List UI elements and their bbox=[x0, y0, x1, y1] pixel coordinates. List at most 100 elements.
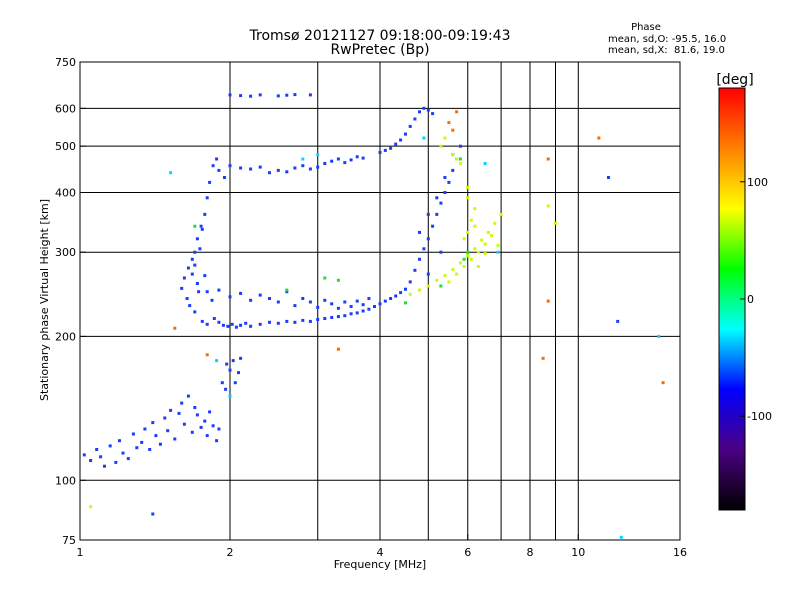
x-tick-label: 10 bbox=[571, 546, 585, 559]
data-point bbox=[336, 347, 340, 351]
data-point bbox=[258, 293, 262, 297]
data-point bbox=[426, 272, 430, 276]
data-point bbox=[426, 237, 430, 241]
data-point bbox=[239, 166, 243, 170]
data-point bbox=[285, 170, 289, 174]
data-point bbox=[316, 305, 320, 309]
data-point bbox=[431, 112, 435, 116]
data-point bbox=[293, 304, 297, 308]
data-point bbox=[443, 136, 447, 140]
data-point bbox=[447, 180, 451, 184]
y-tick-label: 750 bbox=[55, 56, 76, 69]
data-point bbox=[483, 242, 487, 246]
data-point bbox=[193, 263, 197, 267]
data-point bbox=[239, 356, 243, 360]
data-point bbox=[389, 146, 393, 150]
x-axis-label: Frequency [MHz] bbox=[334, 558, 426, 571]
data-point bbox=[276, 321, 280, 325]
data-point bbox=[308, 300, 312, 304]
data-point bbox=[413, 117, 417, 121]
data-point bbox=[258, 165, 262, 169]
data-point bbox=[217, 320, 221, 324]
data-point bbox=[199, 224, 203, 228]
data-point bbox=[193, 310, 197, 314]
data-point bbox=[355, 155, 359, 159]
data-point bbox=[82, 453, 86, 457]
data-point bbox=[301, 157, 305, 161]
data-point bbox=[466, 230, 470, 234]
data-point bbox=[221, 323, 225, 327]
data-point bbox=[200, 227, 204, 231]
data-point bbox=[343, 314, 347, 318]
data-point bbox=[476, 265, 480, 268]
data-point bbox=[228, 368, 232, 372]
data-point bbox=[404, 132, 407, 136]
data-point bbox=[208, 180, 212, 184]
data-point bbox=[404, 287, 407, 291]
data-point bbox=[451, 128, 455, 132]
data-point bbox=[418, 110, 421, 114]
data-point bbox=[483, 162, 487, 165]
data-point bbox=[173, 437, 177, 441]
data-point bbox=[378, 302, 382, 306]
data-point bbox=[394, 294, 398, 298]
data-point bbox=[135, 446, 139, 450]
data-point bbox=[166, 429, 170, 433]
data-point bbox=[249, 94, 253, 98]
data-point bbox=[383, 148, 387, 152]
data-point bbox=[323, 298, 327, 302]
data-point bbox=[108, 444, 112, 448]
data-point bbox=[228, 164, 232, 168]
data-point bbox=[473, 224, 477, 228]
x-tick-label: 8 bbox=[527, 546, 534, 559]
data-point bbox=[473, 207, 477, 211]
data-point bbox=[230, 322, 234, 326]
data-point bbox=[217, 168, 221, 172]
data-point bbox=[268, 171, 271, 175]
data-point bbox=[95, 448, 99, 451]
data-point bbox=[418, 230, 421, 234]
data-point bbox=[323, 317, 327, 320]
data-point bbox=[597, 136, 601, 140]
data-point bbox=[177, 411, 181, 415]
data-point bbox=[180, 401, 184, 405]
data-point bbox=[499, 212, 503, 216]
data-point bbox=[140, 440, 144, 444]
data-point bbox=[169, 171, 173, 175]
data-point bbox=[180, 286, 184, 290]
data-point bbox=[195, 413, 199, 417]
data-point bbox=[308, 167, 312, 171]
data-point bbox=[163, 416, 167, 420]
data-point bbox=[99, 455, 103, 459]
data-point bbox=[455, 157, 459, 161]
data-point bbox=[200, 319, 204, 323]
phase-stats-o: mean, sd,O: -95.5, 16.0 bbox=[608, 34, 726, 45]
data-point bbox=[224, 387, 228, 391]
chart-title: Tromsø 20121127 09:18:00-09:19:43 bbox=[249, 28, 511, 44]
y-tick-label: 400 bbox=[55, 186, 76, 199]
data-point bbox=[466, 250, 470, 254]
data-point bbox=[473, 247, 477, 251]
data-point bbox=[244, 321, 248, 325]
data-point bbox=[349, 158, 353, 162]
data-point bbox=[89, 459, 93, 462]
data-point bbox=[490, 234, 494, 238]
data-point bbox=[215, 439, 219, 443]
x-tick-label: 1 bbox=[77, 546, 84, 559]
data-point bbox=[301, 297, 305, 300]
data-point bbox=[373, 305, 376, 308]
data-point bbox=[394, 142, 398, 146]
data-point bbox=[458, 157, 462, 161]
data-point bbox=[443, 176, 447, 179]
x-tick-label: 2 bbox=[227, 546, 234, 559]
data-point bbox=[361, 309, 365, 313]
data-point bbox=[203, 212, 207, 216]
colorbar-tick-label: 0 bbox=[747, 293, 754, 306]
data-point bbox=[234, 325, 238, 329]
data-point bbox=[225, 362, 229, 366]
data-point bbox=[182, 422, 186, 426]
data-point bbox=[193, 406, 197, 409]
data-point bbox=[190, 272, 194, 276]
data-point bbox=[330, 159, 334, 163]
data-point bbox=[451, 168, 455, 172]
